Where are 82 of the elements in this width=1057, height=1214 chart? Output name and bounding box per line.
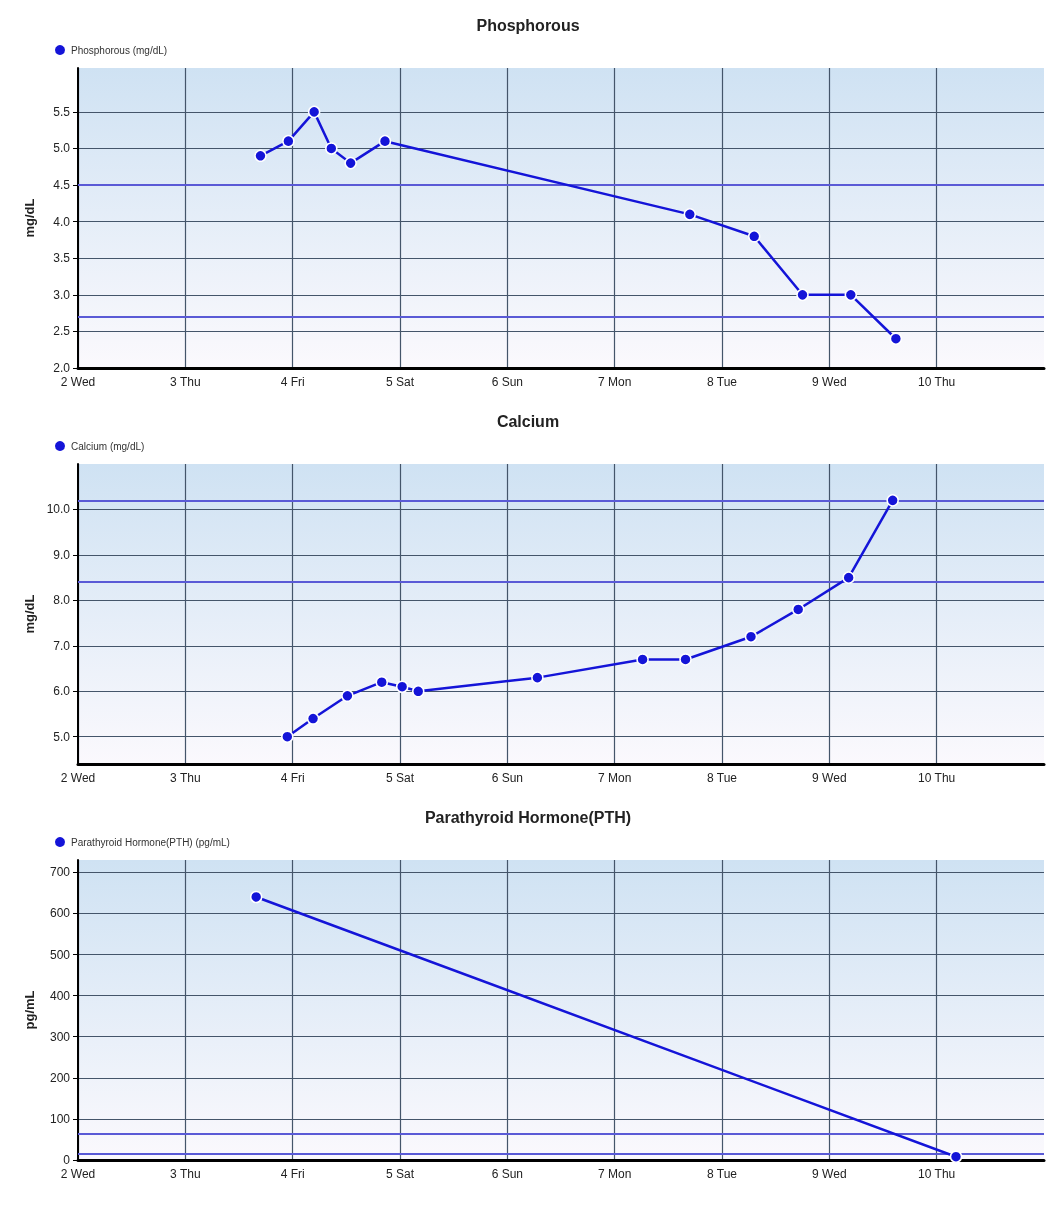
point <box>796 288 809 302</box>
chart-title: Parathyroid Hormone(PTH) <box>424 808 632 826</box>
point <box>378 134 392 148</box>
x-tick-label: 5 Sat <box>385 375 415 389</box>
x-tick-label: 3 Thu <box>170 375 201 389</box>
y-tick-label: 2.0 <box>53 361 71 375</box>
y-tick-label: 7.0 <box>53 638 71 653</box>
y-axis-title: mg/dL <box>22 198 37 238</box>
point <box>886 494 899 507</box>
x-tick-label: 7 Mon <box>597 771 632 785</box>
x-tick-label: 9 Wed <box>812 1167 847 1181</box>
x-tick-label: 8 Tue <box>706 375 738 389</box>
x-tick-label: 6 Sun <box>491 771 524 785</box>
x-tick-label: 8 Tue <box>706 771 738 785</box>
point <box>791 603 805 616</box>
point <box>325 142 338 155</box>
x-tick-label: 2 Wed <box>60 375 96 389</box>
x-tick-label: 6 Sun <box>491 1167 524 1181</box>
y-tick-label: 600 <box>49 906 71 921</box>
point <box>254 149 267 163</box>
point <box>375 675 388 689</box>
point <box>306 712 320 725</box>
point <box>636 653 649 666</box>
legend-label: Phosphorous (mg/dL) <box>71 44 168 56</box>
y-tick-label: 9.0 <box>53 547 71 562</box>
x-tick-label: 5 Sat <box>385 1167 415 1181</box>
x-tick-label: 10 Thu <box>918 375 956 389</box>
point <box>341 689 354 703</box>
point <box>844 288 858 302</box>
x-tick-label: 2 Wed <box>60 1167 96 1181</box>
x-tick-label: 2 Wed <box>60 771 96 785</box>
y-tick-label: 5.0 <box>53 729 71 744</box>
point <box>344 156 357 170</box>
point <box>683 208 697 221</box>
y-tick-label: 700 <box>49 865 71 880</box>
point <box>679 653 692 666</box>
x-tick-label: 8 Tue <box>706 1167 738 1181</box>
point <box>307 105 321 119</box>
x-tick-label: 4 Fri <box>280 375 305 389</box>
y-tick-label: 5.5 <box>53 104 71 119</box>
y-tick-label: 400 <box>49 988 71 1003</box>
y-tick-label: 100 <box>49 1111 71 1126</box>
x-tick-label: 3 Thu <box>170 1167 201 1181</box>
chart-title: Calcium <box>496 412 560 430</box>
point <box>282 134 295 148</box>
x-tick-label: 9 Wed <box>812 771 847 785</box>
y-tick-label: 8.0 <box>53 593 71 608</box>
y-tick-label: 3.0 <box>53 287 71 302</box>
legend-label: Calcium (mg/dL) <box>71 440 145 452</box>
y-axis-title: pg/mL <box>22 990 37 1030</box>
y-tick-label: 3.5 <box>53 251 71 266</box>
point <box>395 680 409 693</box>
y-tick-label: 0 <box>63 1153 71 1167</box>
x-tick-label: 4 Fri <box>280 771 305 785</box>
point <box>747 230 761 243</box>
x-tick-label: 5 Sat <box>385 771 415 785</box>
x-tick-label: 7 Mon <box>597 1167 632 1181</box>
point <box>531 671 544 684</box>
x-tick-label: 10 Thu <box>918 1167 956 1181</box>
chart-title: Phosphorous <box>476 16 580 34</box>
y-tick-label: 200 <box>49 1070 71 1085</box>
y-tick-label: 10.0 <box>46 502 71 517</box>
y-tick-label: 4.0 <box>53 214 71 229</box>
y-tick-label: 500 <box>49 947 71 962</box>
y-tick-label: 2.5 <box>53 324 71 339</box>
x-tick-label: 7 Mon <box>597 375 632 389</box>
y-tick-label: 5.0 <box>53 141 71 156</box>
x-tick-label: 9 Wed <box>812 375 847 389</box>
point <box>744 630 758 643</box>
x-tick-label: 6 Sun <box>491 375 524 389</box>
y-axis-title: mg/dL <box>21 594 37 634</box>
x-tick-label: 3 Thu <box>170 771 201 785</box>
x-tick-label: 4 Fri <box>280 1167 305 1181</box>
x-tick-label: 10 Thu <box>918 771 956 785</box>
point <box>842 571 855 584</box>
y-tick-label: 4.5 <box>53 178 71 193</box>
point <box>889 332 903 345</box>
point <box>281 730 294 743</box>
legend-label: Parathyroid Hormone(PTH) (pg/mL) <box>71 836 230 848</box>
y-tick-label: 6.0 <box>53 684 71 699</box>
point <box>412 685 425 698</box>
y-tick-label: 300 <box>49 1029 71 1044</box>
